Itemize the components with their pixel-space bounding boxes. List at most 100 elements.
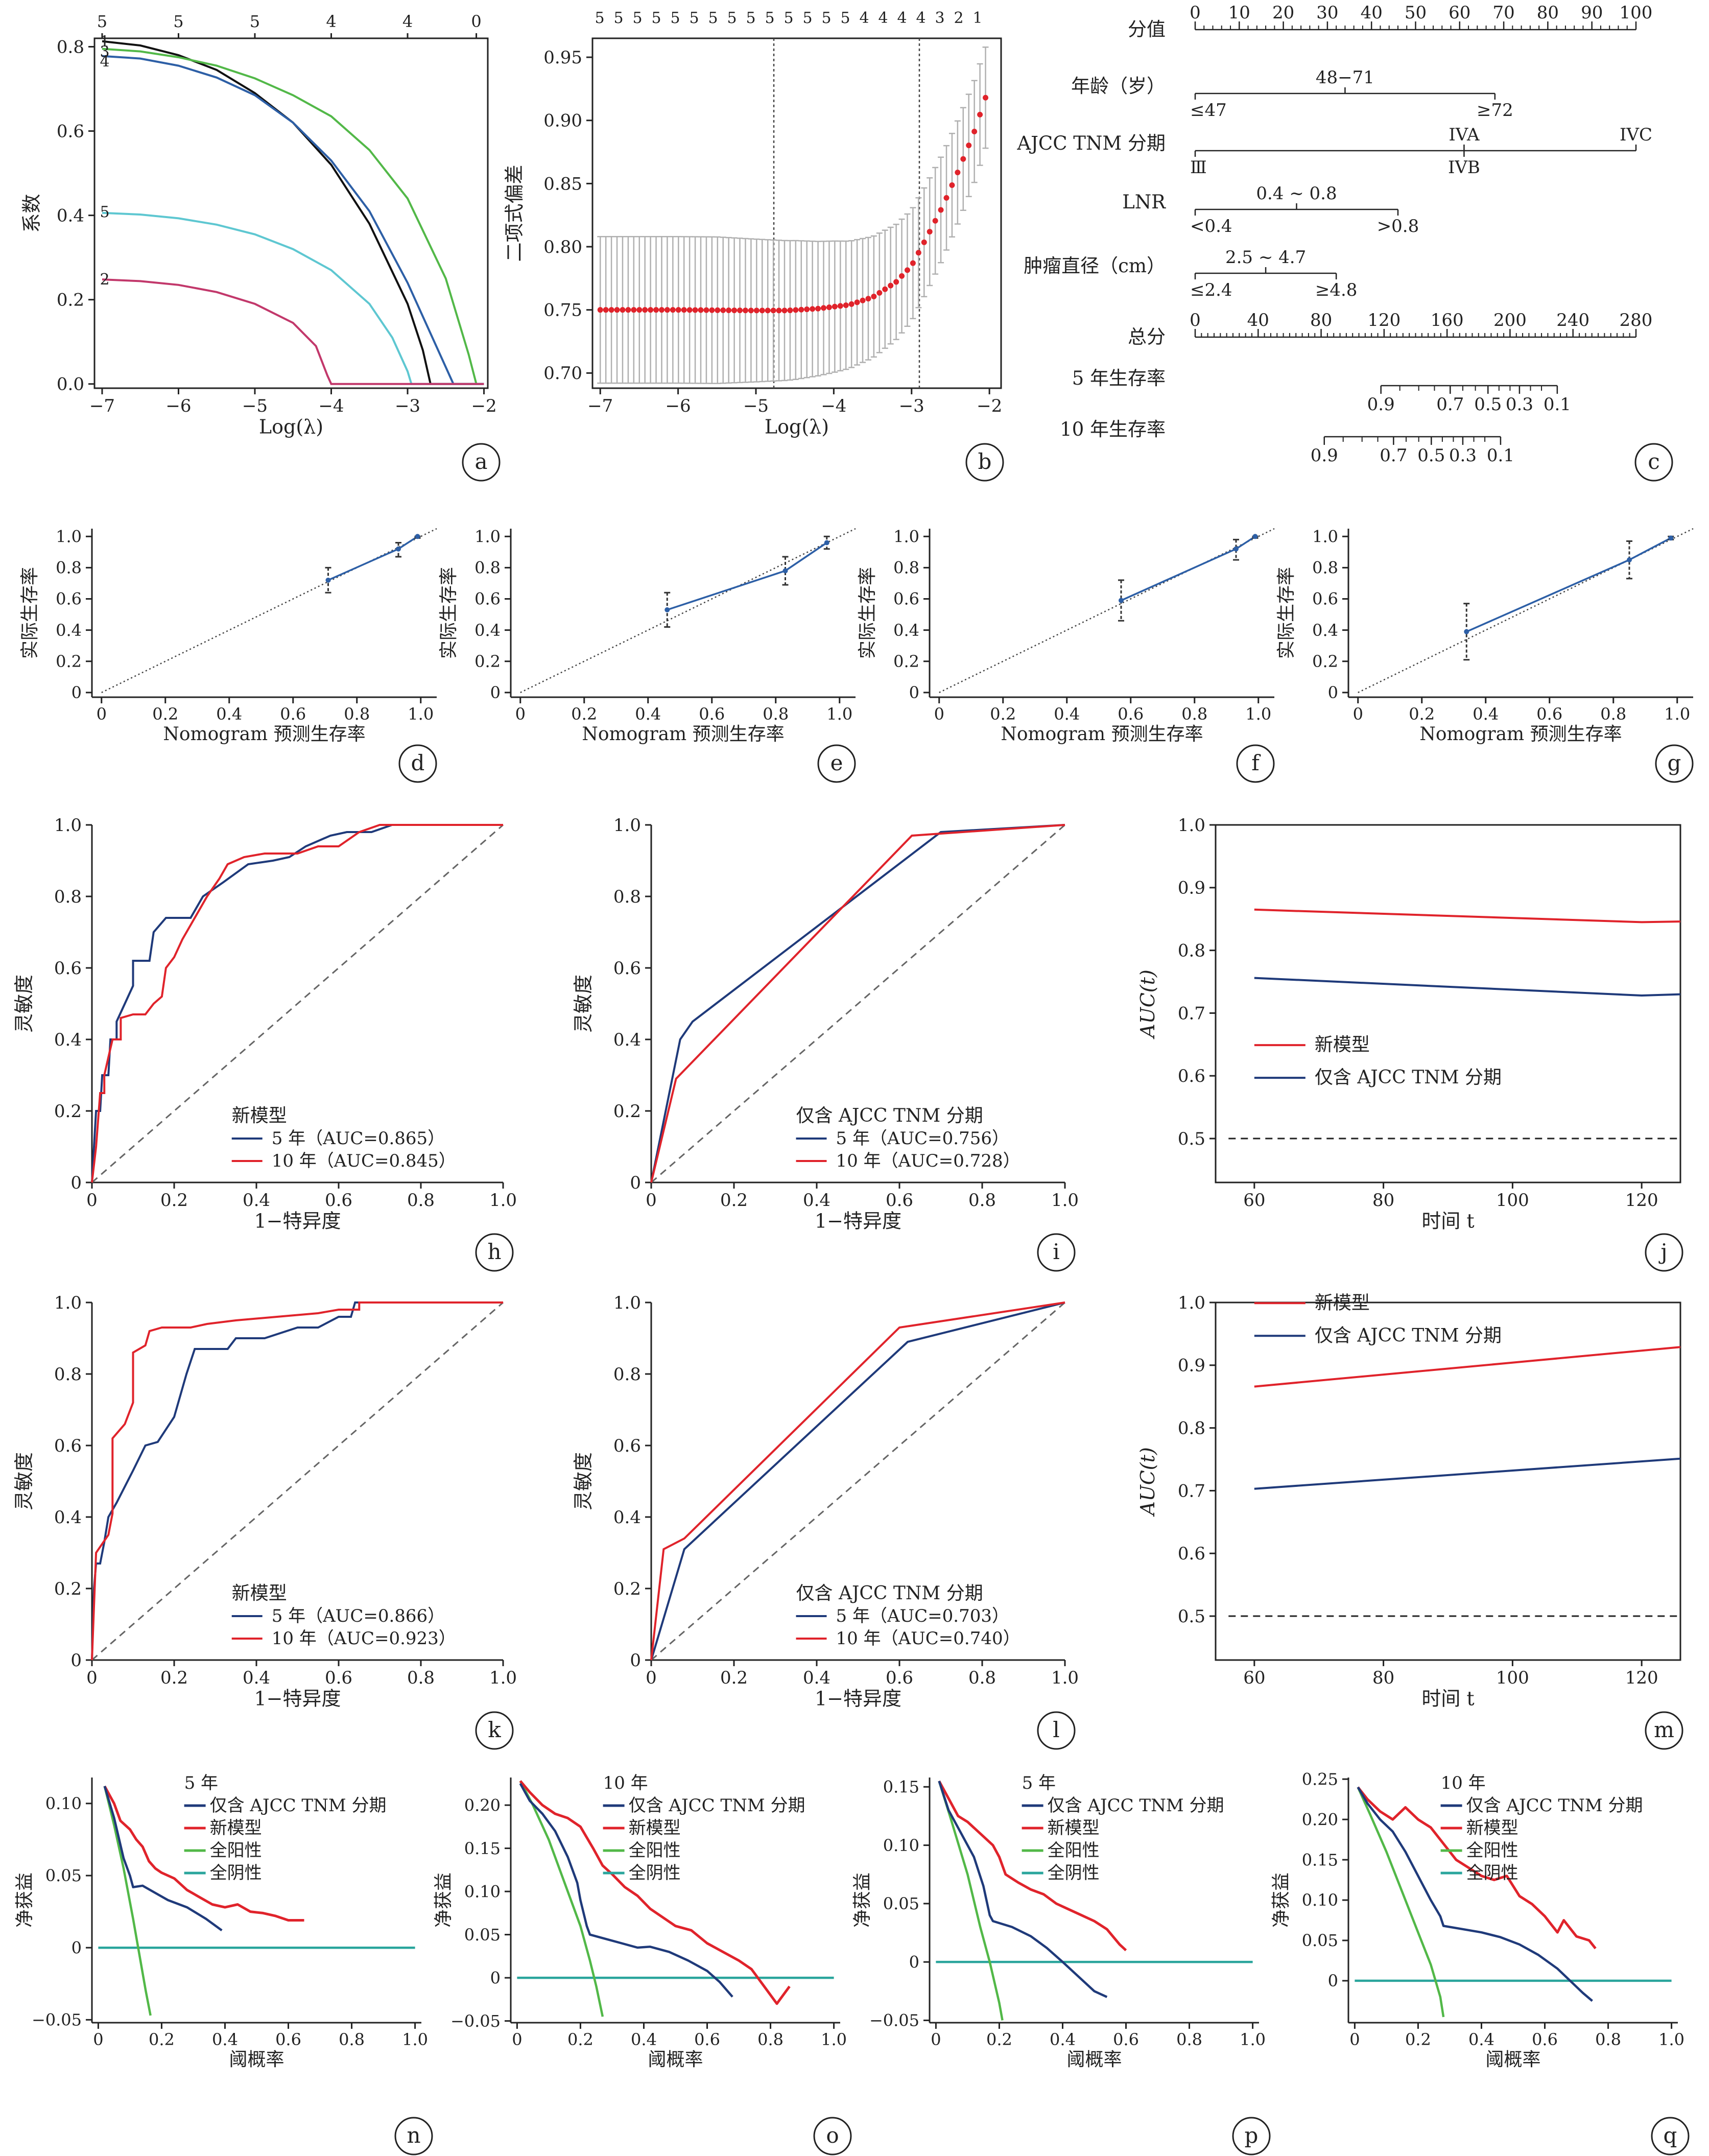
coef-path-4 [102, 55, 484, 385]
plot-frame [93, 37, 489, 389]
category-label: IVA [1449, 125, 1480, 145]
y-tick-label: 1.0 [54, 1293, 82, 1313]
y-tick-label: 0.6 [54, 1436, 82, 1456]
calibration-line [1121, 535, 1256, 602]
deviance-point [653, 307, 659, 313]
x-axis-label: Nomogram 预测生存率 [1001, 724, 1203, 745]
panel-k: 0 0.2 0.4 0.6 0.8 1.0 0 0.2 0.4 0.6 0.8 1.0 1−特异度 灵敏度… [13, 1293, 517, 1710]
prob-label: 0.9 [1367, 394, 1395, 415]
y-tick-label: 1.0 [613, 815, 641, 836]
x-tick-label: 80 [1372, 1668, 1394, 1688]
x-tick-label: 0.4 [1054, 704, 1080, 724]
x-tick-label: 0.8 [344, 704, 370, 724]
y-tick-label: 0.2 [893, 652, 919, 671]
deviance-point [603, 307, 609, 313]
scale-label: 200 [1493, 310, 1527, 330]
panel-h: 0 0.2 0.4 0.6 0.8 1.0 0 0.2 0.4 0.6 0.8 1.0 1−特异度 灵敏度… [13, 815, 517, 1233]
deviance-point [759, 307, 765, 314]
top-tick-label: 4 [402, 12, 413, 31]
panel-letter: m [1654, 1717, 1674, 1742]
x-tick-label: 0 [646, 1190, 657, 1211]
deviance-point [977, 111, 983, 117]
dca-curve-1 [103, 1785, 304, 1922]
x-tick-label: 0.2 [571, 704, 597, 724]
x-tick-label: 0.8 [968, 1668, 996, 1688]
x-tick-label: 120 [1625, 1668, 1658, 1688]
x-tick-label: 0 [931, 2030, 941, 2049]
y-tick-label: 0.7 [1178, 1481, 1205, 1501]
y-tick-label: 0.10 [464, 1882, 501, 1901]
dca-curve-1 [1357, 1786, 1597, 1950]
plot-frame [1215, 824, 1681, 1183]
x-tick-label: 1.0 [1051, 1190, 1079, 1211]
x-tick-label: 0.6 [886, 1190, 913, 1211]
x-tick-label: 0.8 [1600, 704, 1626, 724]
x-tick-label: 0.4 [803, 1190, 830, 1211]
y-tick-label: 0.95 [543, 48, 582, 68]
y-tick-label: 0.2 [56, 652, 82, 671]
y-tick-label: 0.10 [883, 1836, 919, 1855]
deviance-point [781, 307, 788, 314]
deviance-point [664, 307, 670, 313]
legend-label: 10 年（AUC=0.740） [836, 1628, 1020, 1649]
deviance-point [642, 307, 648, 313]
y-tick-label: 0.05 [883, 1894, 919, 1913]
panel-p: 0 0.2 0.4 0.6 0.8 1.0 −0.05 0 0.05 0.10 0.15 阈概率 净获益… [852, 1773, 1266, 2070]
deviance-point [899, 273, 905, 279]
deviance-point [681, 307, 687, 313]
scale-label: 50 [1405, 3, 1427, 23]
deviance-point [686, 307, 693, 313]
deviance-point [860, 297, 866, 303]
legend-title: 10 年 [1441, 1773, 1486, 1793]
deviance-point [888, 282, 894, 289]
scale-label: 80 [1310, 310, 1332, 330]
x-tick-label: 0 [1353, 704, 1363, 724]
y-tick-label: 1.0 [1178, 815, 1205, 836]
x-tick-label: 0.2 [160, 1668, 188, 1688]
dca-curve-0 [103, 1786, 223, 1932]
y-tick-label: 0.4 [1312, 621, 1338, 640]
auc-line-0 [1254, 1346, 1681, 1388]
legend-title: 仅含 AJCC TNM 分期 [796, 1105, 983, 1126]
auc-line-1 [1254, 977, 1681, 997]
x-tick-label: 0.8 [1181, 704, 1207, 724]
nomogram-row-label: AJCC TNM 分期 [1016, 132, 1166, 154]
line-label: 1 [100, 33, 109, 51]
legend-label: 仅含 AJCC TNM 分期 [1315, 1325, 1502, 1346]
panel-letter-circle [475, 1233, 514, 1272]
roc-curve-1 [650, 824, 1065, 1183]
x-tick-label: 0 [934, 704, 944, 724]
y-tick-label: 0.15 [464, 1839, 501, 1858]
scale-label: 40 [1361, 3, 1383, 23]
scale-label: 0 [1190, 310, 1201, 330]
prob-label: 0.9 [1311, 445, 1338, 466]
panel-letter-circle [462, 443, 501, 482]
prob-label: 0.3 [1449, 445, 1477, 466]
top-tick-label: 5 [250, 12, 260, 31]
deviance-point [938, 207, 944, 213]
nomogram-row-label: 10 年生存率 [1060, 418, 1166, 440]
x-tick-label: 0.8 [407, 1190, 435, 1211]
calibration-line [667, 542, 827, 611]
y-axis-label: 实际生存率 [857, 567, 878, 659]
panel-e: 0 0.2 0.4 0.6 0.8 1.0 0 0.2 0.4 0.6 0.8 1.0 Nomogram… [438, 527, 856, 745]
panel-letter: c [1648, 449, 1660, 474]
x-tick-label: −6 [666, 396, 691, 416]
y-tick-label: −0.05 [450, 2011, 501, 2031]
panel-d: 0 0.2 0.4 0.6 0.8 1.0 0 0.2 0.4 0.6 0.8 1.0 Nomogram… [19, 527, 437, 745]
x-tick-label: 0.2 [990, 704, 1016, 724]
deviance-point [810, 306, 816, 312]
x-tick-label: 0.2 [720, 1668, 748, 1688]
top-tick-label: 5 [765, 9, 774, 27]
dca-curve-1 [938, 1780, 1127, 1952]
panel-i: 0 0.2 0.4 0.6 0.8 1.0 0 0.2 0.4 0.6 0.8 1.0 1−特异度 灵敏度… [572, 815, 1079, 1233]
legend-label: 全阳性 [210, 1840, 262, 1861]
y-tick-label: 1.0 [56, 527, 82, 546]
coef-path-1 [102, 40, 484, 385]
top-tick-label: 5 [632, 9, 642, 27]
panel-c: 分值 0 10 20 30 40 50 60 70 80 90 100 年龄（岁） ≤47 48−71 ≥72… [1016, 3, 1652, 466]
panel-letter-circle [817, 744, 856, 783]
x-tick-label: −3 [395, 396, 420, 416]
y-axis-label: 实际生存率 [1276, 567, 1297, 659]
top-tick-label: 4 [878, 9, 888, 27]
